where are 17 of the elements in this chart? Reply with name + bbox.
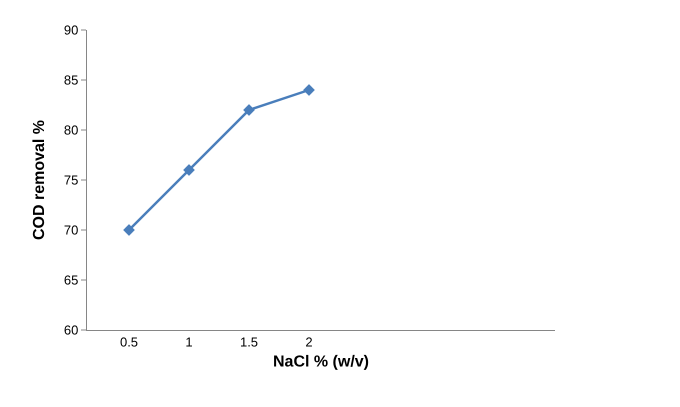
- x-axis-title: NaCl % (w/v): [272, 353, 370, 370]
- point: [183, 164, 195, 176]
- x-tick-label: 0.5: [120, 334, 138, 350]
- y-tick-label: 70: [64, 222, 78, 238]
- x-tick-label: 1.5: [240, 334, 258, 350]
- y-tick-label: 80: [64, 122, 78, 138]
- y-tick-label: 75: [64, 172, 78, 188]
- y-tick-label: 90: [64, 22, 78, 38]
- point: [243, 104, 255, 116]
- x-tick-label: 1: [185, 334, 193, 350]
- y-tick-label: 85: [64, 72, 78, 88]
- point: [123, 224, 135, 236]
- y-tick-label: 60: [64, 322, 78, 338]
- y-tick-label: 65: [64, 272, 78, 288]
- point: [303, 84, 315, 96]
- x-tick-label: 2: [305, 334, 313, 350]
- y-axis-title: COD removal %: [30, 120, 48, 240]
